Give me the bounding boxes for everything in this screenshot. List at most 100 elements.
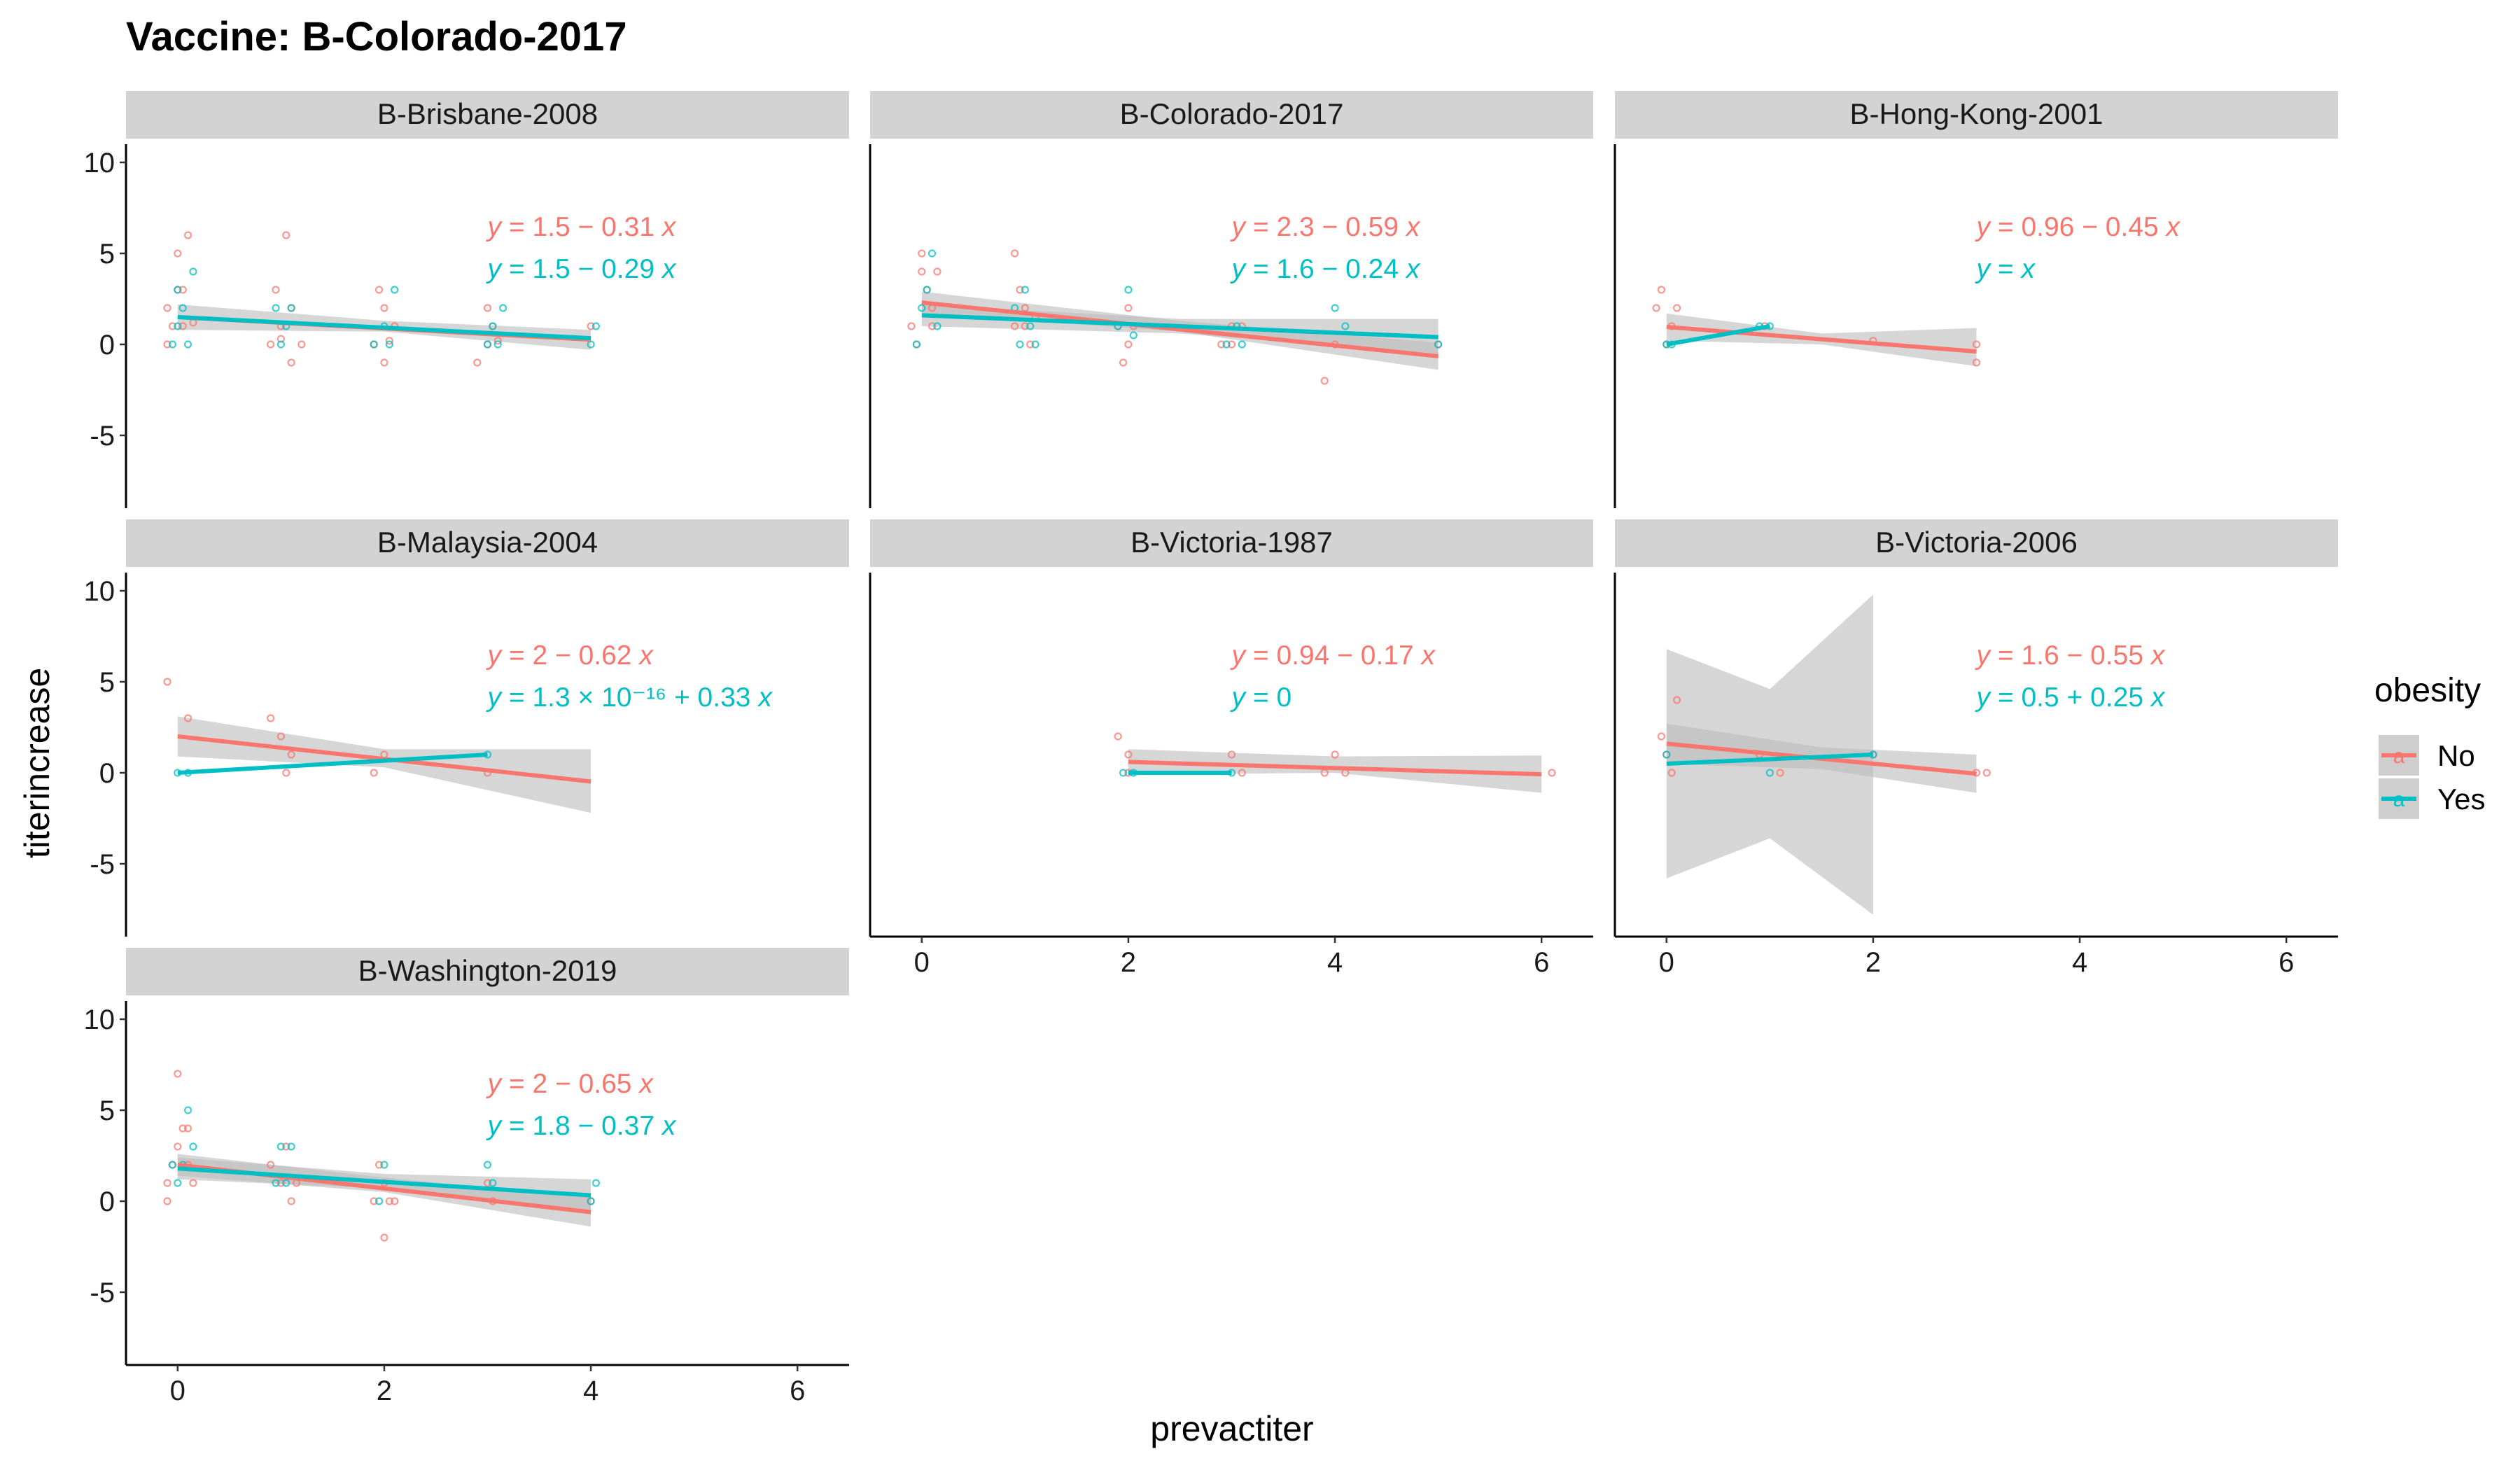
data-point: [1652, 304, 1660, 312]
data-point: [276, 335, 285, 343]
data-point: [282, 769, 290, 777]
data-point: [592, 1179, 601, 1187]
data-point: [1129, 331, 1138, 340]
data-point: [1217, 340, 1226, 349]
x-axis-title: prevactiter: [1150, 1409, 1313, 1448]
data-point: [183, 714, 192, 722]
regression-equation: y = 2.3 − 0.59 x: [1230, 212, 1421, 242]
facet-strip-label: B-Malaysia-2004: [377, 526, 598, 559]
regression-equation: y = 0: [1230, 682, 1292, 713]
data-point: [380, 1161, 388, 1169]
regression-equation: y = 1.6 − 0.55 x: [1975, 640, 2166, 671]
data-point: [380, 304, 388, 312]
data-point: [592, 322, 601, 330]
data-point: [1124, 340, 1133, 349]
data-point: [178, 304, 187, 312]
data-point: [287, 358, 295, 367]
data-point: [163, 340, 172, 349]
legend-entries: a No a Yes: [2379, 735, 2486, 819]
data-point: [391, 286, 399, 294]
data-point: [918, 267, 926, 276]
x-tick-label: 2: [1121, 947, 1136, 978]
y-tick-label: 5: [99, 239, 115, 270]
data-point: [374, 286, 384, 294]
regression-line: [1666, 325, 1977, 354]
regression-equation: y = 1.5 − 0.31 x: [486, 212, 677, 242]
facet-strip: [126, 519, 849, 567]
data-point: [374, 1161, 384, 1169]
data-point: [1021, 286, 1029, 294]
data-point: [918, 304, 926, 312]
data-point: [1016, 340, 1024, 349]
regression-equation: y = 2 − 0.62 x: [486, 640, 654, 671]
facet-strip: [126, 948, 849, 995]
data-point: [380, 358, 388, 367]
facet-panel: B-Washington-2019 y = 2 − 0.65 x y = 1.8 −…: [84, 948, 849, 1406]
x-tick-label: 0: [170, 1376, 186, 1406]
x-tick-label: 4: [1327, 947, 1343, 978]
data-point: [587, 322, 595, 330]
data-point: [1331, 750, 1339, 759]
regression-equation: y = 1.6 − 0.24 x: [1230, 254, 1421, 284]
data-point: [483, 304, 492, 312]
x-tick-label: 6: [1534, 947, 1549, 978]
data-point: [1124, 304, 1133, 312]
y-tick-label: 10: [84, 576, 115, 607]
facet-panel: B-Malaysia-2004 y = 2 − 0.62 x y = 1.3 × 1…: [84, 519, 849, 937]
y-tick-label: 0: [99, 758, 115, 789]
data-point: [168, 340, 177, 349]
regression-equation: y = 1.5 − 0.29 x: [486, 254, 677, 284]
data-point: [370, 340, 378, 349]
data-point: [1119, 358, 1128, 367]
data-point: [189, 267, 197, 276]
data-point: [178, 1124, 187, 1133]
y-tick-label: 10: [84, 148, 115, 178]
legend: obesity a No a Yes: [2374, 672, 2486, 819]
data-point: [1765, 769, 1774, 777]
data-point: [1434, 340, 1443, 349]
data-point: [370, 1197, 378, 1205]
y-tick-label: 5: [99, 667, 115, 698]
facet-strip-label: B-Hong-Kong-2001: [1850, 97, 2104, 130]
facet-strip-label: B-Colorado-2017: [1120, 97, 1344, 130]
data-point: [287, 1142, 295, 1151]
data-point: [1026, 340, 1035, 349]
data-point: [907, 322, 916, 330]
data-point: [287, 750, 295, 759]
data-point: [189, 1179, 197, 1187]
data-point: [1227, 340, 1236, 349]
data-point: [163, 1179, 172, 1187]
data-point: [1010, 249, 1019, 258]
regression-line: [921, 300, 1438, 358]
legend-key-glyph: a: [2393, 745, 2405, 768]
data-point: [1016, 286, 1024, 294]
data-point: [276, 1142, 285, 1151]
data-point: [178, 322, 187, 330]
y-tick-label: 0: [99, 1186, 115, 1217]
facet-strip: [1615, 91, 2338, 139]
data-point: [1114, 732, 1122, 741]
data-point: [380, 1233, 388, 1242]
data-point: [282, 231, 290, 239]
regression-line: [1666, 324, 1770, 346]
regression-equation: y = 0.94 − 0.17 x: [1230, 640, 1436, 671]
data-point: [483, 1179, 492, 1187]
data-point: [489, 1179, 497, 1187]
data-point: [1031, 340, 1040, 349]
data-point: [163, 304, 172, 312]
data-point: [1331, 304, 1339, 312]
regression-line: [177, 752, 488, 775]
chart-title: Vaccine: B-Colorado-2017: [126, 14, 627, 59]
data-point: [587, 340, 595, 349]
data-point: [189, 1142, 197, 1151]
data-point: [1021, 304, 1029, 312]
y-tick-label: 0: [99, 330, 115, 360]
data-point: [183, 340, 192, 349]
data-point: [1021, 322, 1029, 330]
data-point: [168, 322, 177, 330]
x-tick-label: 6: [2278, 947, 2294, 978]
data-point: [163, 1197, 172, 1205]
data-point: [287, 304, 295, 312]
facet-panel: B-Victoria-2006 y = 1.6 − 0.55 x y = 0.5 +…: [1614, 519, 2338, 978]
